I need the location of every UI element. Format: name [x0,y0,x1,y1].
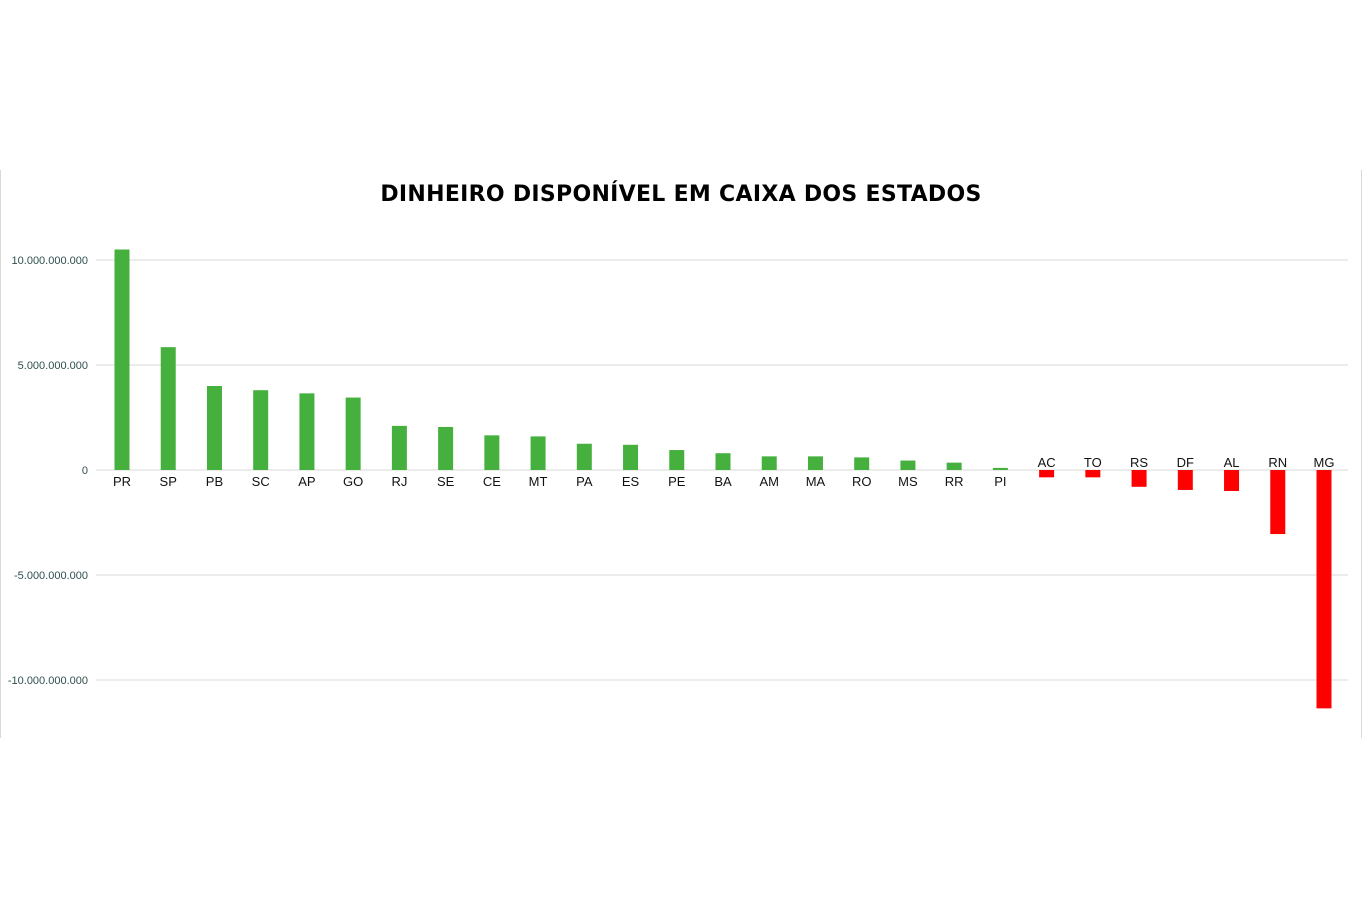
category-label-ba: BA [714,474,732,489]
y-tick-label: -10.000.000.000 [8,675,88,687]
bar-pe [669,450,685,470]
bar-se [438,426,454,470]
bar-pa [576,443,592,470]
category-label-ma: MA [806,474,826,489]
category-label-ac: AC [1038,455,1056,470]
bar-ap [299,393,315,470]
bar-ma [807,456,823,470]
category-label-al: AL [1224,455,1240,470]
category-label-pe: PE [668,474,686,489]
bar-rs [1131,470,1147,487]
bar-pr [114,249,130,470]
category-label-mg: MG [1314,455,1335,470]
bar-am [761,456,777,470]
category-label-pr: PR [113,474,131,489]
category-label-to: TO [1084,455,1102,470]
bar-mt [530,436,546,470]
category-label-pb: PB [206,474,223,489]
category-label-sc: SC [252,474,270,489]
bar-mg [1316,470,1332,709]
bar-al [1224,470,1240,491]
bar-rr [946,462,962,470]
bar-pi [992,467,1008,470]
bar-ac [1039,470,1055,478]
bar-ro [854,457,870,470]
category-label-ap: AP [298,474,315,489]
bar-ba [715,453,731,470]
category-label-ms: MS [898,474,918,489]
bar-ms [900,460,916,470]
bar-go [345,397,361,470]
y-tick-label: 10.000.000.000 [12,255,88,267]
category-label-pa: PA [576,474,593,489]
chart-title: DINHEIRO DISPONÍVEL EM CAIXA DOS ESTADOS [380,182,982,207]
category-label-rr: RR [945,474,964,489]
category-label-mt: MT [529,474,548,489]
category-label-rn: RN [1268,455,1287,470]
bar-ce [484,435,500,470]
bar-to [1085,470,1101,478]
y-tick-label: 5.000.000.000 [18,360,88,372]
category-label-ce: CE [483,474,501,489]
category-label-rs: RS [1130,455,1148,470]
category-label-rj: RJ [391,474,407,489]
category-label-se: SE [437,474,455,489]
category-label-go: GO [343,474,363,489]
category-label-sp: SP [160,474,177,489]
bar-sp [160,347,176,470]
bar-pb [206,386,222,470]
category-label-pi: PI [994,474,1006,489]
bar-rj [391,425,407,470]
bar-rn [1270,470,1286,535]
bar-sc [253,390,269,470]
y-tick-label: -5.000.000.000 [14,570,88,582]
category-label-df: DF [1177,455,1194,470]
category-label-ro: RO [852,474,872,489]
bar-es [623,444,639,470]
category-label-es: ES [622,474,640,489]
y-tick-label: 0 [82,465,88,477]
category-label-am: AM [759,474,779,489]
bar-df [1177,470,1193,490]
